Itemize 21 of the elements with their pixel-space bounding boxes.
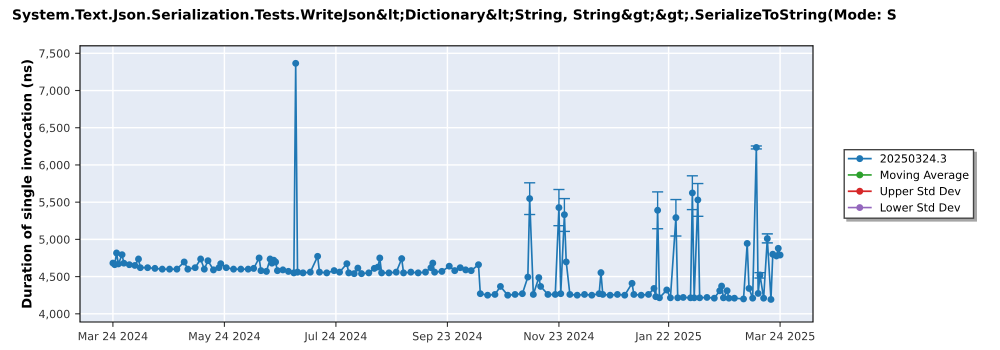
y-tick-label: 4,000	[39, 310, 70, 320]
y-axis-title: Duration of single invocation (ns)	[21, 60, 34, 308]
x-tick-label: Sep 23 2024	[412, 332, 482, 342]
legend-label: Lower Std Dev	[880, 203, 960, 212]
y-tick-label: 5,000	[39, 235, 70, 245]
x-tick-label: May 24 2024	[189, 332, 260, 342]
y-tick-label: 5,500	[39, 198, 70, 208]
y-tick-label: 4,500	[39, 272, 70, 282]
x-tick-label: Nov 23 2024	[524, 332, 594, 340]
x-tick-label: Mar 24 2024	[78, 332, 148, 340]
legend-label: Moving Average	[880, 170, 968, 182]
x-tick-label: Mar 24 2025	[746, 332, 814, 340]
y-tick-label: 6,500	[39, 124, 70, 134]
x-tick-label: Jul 24 2024	[304, 332, 367, 342]
y-tick-label: 7,000	[39, 86, 70, 96]
x-tick-label: Jan 22 2025	[634, 332, 701, 342]
legend-label: 20250324.3	[880, 154, 946, 163]
legend-label: Upper Std Dev	[880, 186, 961, 198]
y-tick-label: 7,500	[39, 49, 70, 59]
chart-title: System.Text.Json.Serialization.Tests.WriteJson&lt;Dictionary&lt;String, String&gt;&gt;.SerializeToString(Mode: S	[12, 8, 896, 23]
y-tick-label: 6,000	[39, 160, 70, 170]
